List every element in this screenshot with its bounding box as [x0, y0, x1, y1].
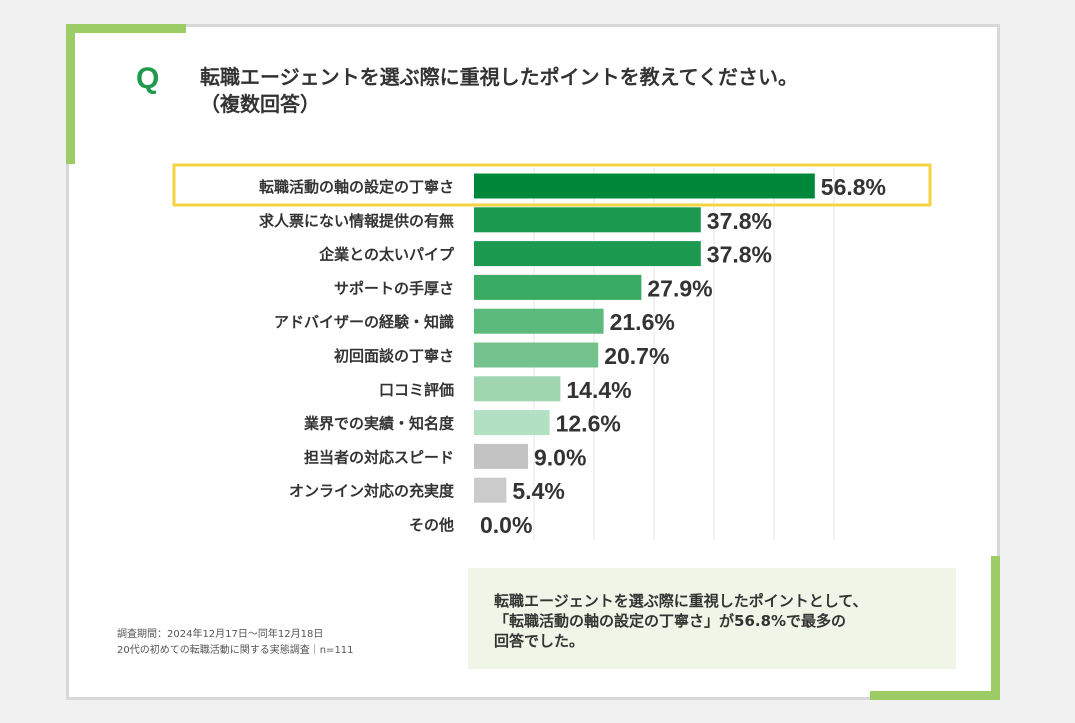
survey-period: 調査期間：2024年12月17日～同年12月18日 [117, 629, 324, 640]
bar [474, 410, 550, 436]
accent-bar-top-left-vertical [66, 24, 75, 164]
accent-bar-bottom-right-vertical [991, 556, 1000, 700]
value-label: 20.7% [604, 343, 669, 369]
value-label: 56.8% [821, 174, 886, 200]
bar [474, 376, 561, 402]
category-label: 企業との太いパイプ [318, 246, 455, 264]
bar [474, 443, 528, 469]
accent-bar-bottom-right-horizontal [870, 691, 1000, 700]
value-label: 37.8% [707, 242, 772, 268]
question-text: 転職エージェントを選ぶ際に重視したポイントを教えてください。 （複数回答） [200, 64, 798, 118]
summary-line-2: 「転職活動の軸の設定の丁寧さ」が56.8%で最多の [494, 612, 847, 630]
bar [474, 308, 604, 334]
question-line-1: 転職エージェントを選ぶ際に重視したポイントを教えてください。 [200, 65, 798, 89]
category-label: オンライン対応の充実度 [289, 482, 455, 500]
value-label: 0.0% [480, 512, 532, 538]
value-label: 9.0% [534, 444, 586, 470]
value-label: 14.4% [566, 377, 631, 403]
bar [474, 241, 701, 267]
bar [474, 207, 701, 233]
footnote: 調査期間：2024年12月17日～同年12月18日 20代の初めての転職活動に関… [117, 627, 354, 659]
question-line-2: （複数回答） [200, 92, 320, 116]
value-label: 5.4% [512, 478, 564, 504]
category-label: 転職活動の軸の設定の丁寧さ [259, 178, 454, 196]
accent-bar-top-left-horizontal [66, 24, 186, 33]
category-label: その他 [409, 516, 454, 534]
category-label: サポートの手厚さ [334, 279, 454, 297]
bar [474, 477, 507, 503]
value-label: 37.8% [707, 208, 772, 234]
summary-box: 転職エージェントを選ぶ際に重視したポイントとして、 「転職活動の軸の設定の丁寧さ… [468, 568, 956, 669]
bar [474, 274, 642, 300]
category-label: 業界での実績・知名度 [303, 415, 455, 433]
category-label: 口コミ評価 [379, 381, 454, 399]
survey-info: 20代の初めての転職活動に関する実態調査｜n=111 [117, 645, 354, 656]
value-label: 27.9% [647, 275, 712, 301]
summary-line-3: 回答でした。 [494, 632, 585, 650]
category-label: 担当者の対応スピード [304, 448, 454, 466]
category-label: アドバイザーの経験・知識 [274, 313, 454, 331]
category-label: 求人票にない情報提供の有無 [259, 212, 454, 230]
summary-line-1: 転職エージェントを選ぶ際に重視したポイントとして、 [494, 592, 868, 610]
value-label: 12.6% [556, 411, 621, 437]
question-mark: Q [136, 62, 160, 95]
category-label: 初回面談の丁寧さ [334, 347, 454, 365]
highlight-frame [172, 163, 932, 207]
bar [474, 342, 599, 368]
bar [474, 173, 815, 199]
value-label: 21.6% [610, 309, 675, 335]
